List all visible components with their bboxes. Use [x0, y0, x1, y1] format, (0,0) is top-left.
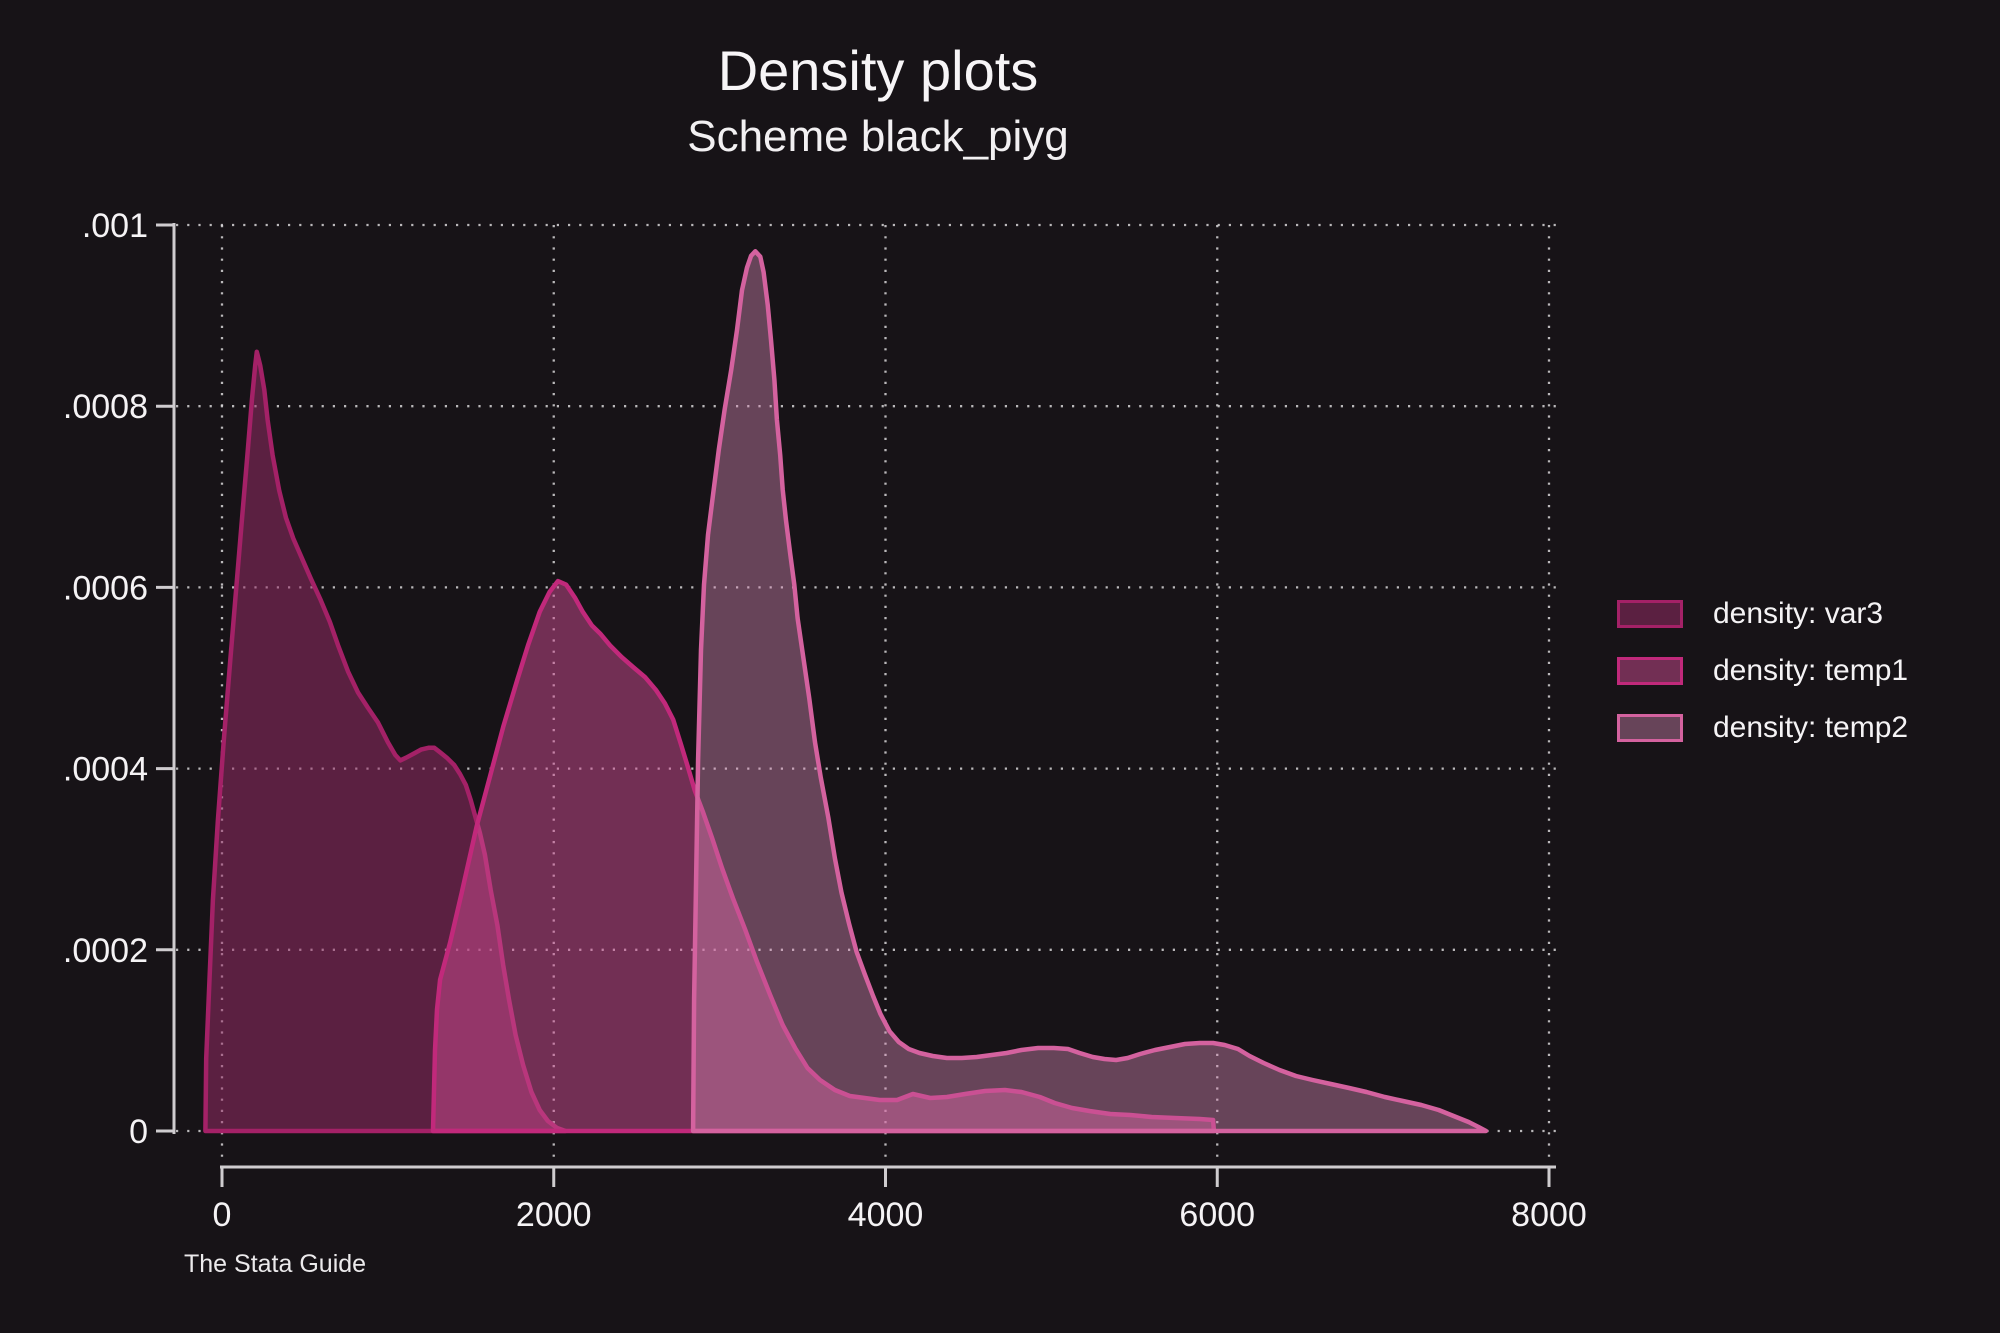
- legend: density: var3 density: temp1 density: temp…: [1617, 597, 1909, 771]
- legend-item: density: temp1: [1617, 654, 1909, 687]
- chart-title: Density plots: [717, 39, 1039, 102]
- legend-label: density: var3: [1713, 597, 1884, 630]
- density-area-temp2: [690, 249, 1489, 1134]
- x-tick-label: 4000: [848, 1196, 924, 1234]
- density-area-temp1: [430, 578, 1217, 1134]
- watermark-text: The Stata Guide: [184, 1250, 367, 1278]
- y-tick-label: .0002: [63, 932, 148, 970]
- legend-label: density: temp1: [1713, 654, 1909, 687]
- x-tick-label: 6000: [1179, 1196, 1255, 1234]
- y-tick-label: 0: [129, 1113, 148, 1151]
- x-tick-label: 2000: [516, 1196, 592, 1234]
- legend-swatch-temp1: [1617, 657, 1683, 685]
- legend-swatch-var3: [1617, 600, 1683, 628]
- x-tick-label: 0: [213, 1196, 232, 1234]
- y-tick-label: .0004: [63, 751, 148, 789]
- x-tick-label: 8000: [1511, 1196, 1587, 1234]
- y-tick-label: .001: [82, 207, 148, 245]
- legend-item: density: temp2: [1617, 711, 1909, 744]
- legend-item: density: var3: [1617, 597, 1908, 630]
- chart-subtitle: Scheme black_piyg: [687, 112, 1069, 161]
- y-tick-label: .0006: [63, 569, 148, 607]
- legend-label: density: temp2: [1713, 711, 1909, 744]
- legend-swatch-temp2: [1617, 714, 1683, 742]
- y-tick-label: .0008: [63, 388, 148, 426]
